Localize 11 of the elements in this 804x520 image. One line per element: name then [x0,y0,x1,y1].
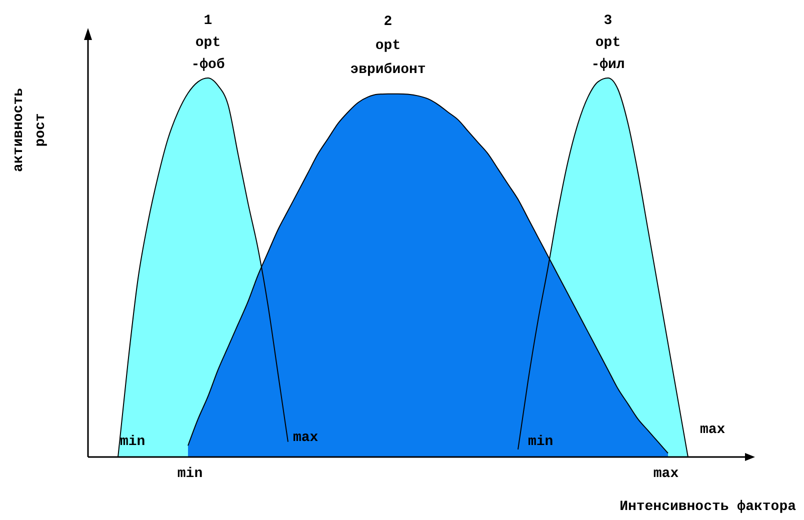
annotation: min [120,434,146,450]
text: max [653,466,680,482]
text: 3 opt -фил [591,13,625,73]
text: 2 opt эврибионт [350,14,426,78]
text: 1 opt -фоб [191,13,225,73]
annotation: min [528,434,554,450]
annotation: max [700,422,726,438]
text: min [177,466,203,482]
x-axis-title: Интенсивность фактора [620,499,797,515]
y-axis-title: активность рост [11,88,49,172]
annotation: max [293,430,319,446]
